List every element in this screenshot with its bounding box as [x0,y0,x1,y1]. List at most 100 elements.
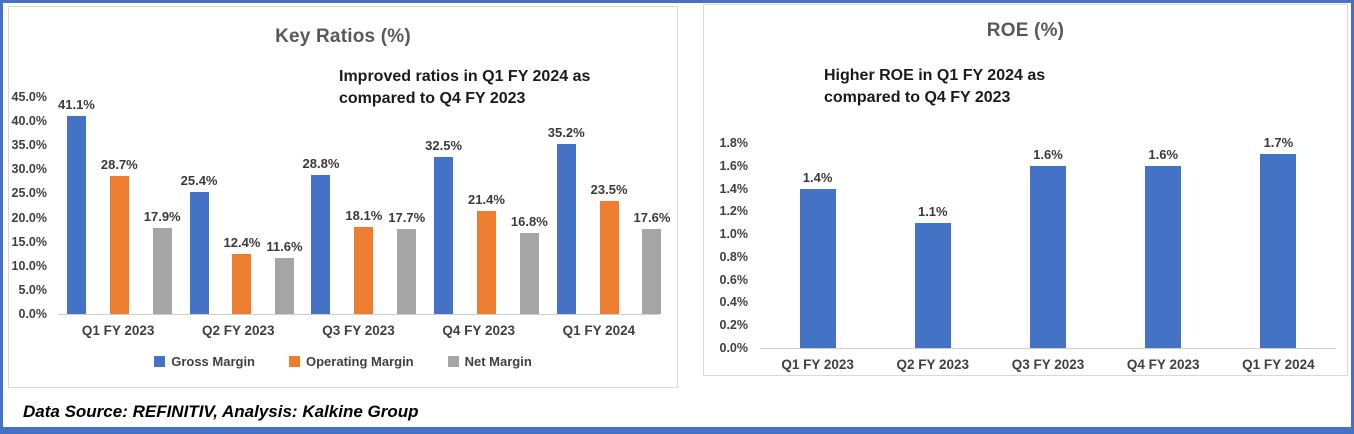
bar-group: 1.7% [1221,135,1336,348]
data-label: 17.9% [143,208,181,224]
category-label: Q4 FY 2023 [442,323,515,338]
bar-with-label: 18.1% [345,208,382,314]
bar-group: 28.8% 18.1% 17.7% [302,156,425,314]
bar-operating-margin [476,210,496,314]
category-label: Q1 FY 2024 [1242,357,1315,372]
data-label: 23.5% [590,181,628,197]
legend-item: Gross Margin [154,354,255,369]
category-label: Q2 FY 2023 [896,357,970,372]
y-tick-label: 1.0% [719,227,749,242]
bar-net-margin [152,227,172,314]
x-axis-labels: Q1 FY 2023 Q2 FY 2023 Q3 FY 2023 Q4 FY 2023… [760,357,1336,372]
bar-gross-margin [556,144,576,314]
bar-with-label: 35.2% [548,125,585,314]
legend-label: Gross Margin [171,354,255,369]
bar-roe [799,188,836,348]
bar-with-label: 1.7% [1260,135,1297,348]
bar-with-label: 1.6% [1145,146,1182,348]
y-axis: 0.0% 0.2% 0.4% 0.6% 0.8% 1.0% 1.2% 1.4% 1.6% 1.8% [714,136,752,355]
data-label: 35.2% [547,125,585,141]
plot-area: 1.4% 1.1% 1.6% 1.6% 1.7% [760,135,1336,349]
bar-gross-margin [66,115,86,314]
bar-group: 1.1% [875,204,990,348]
legend-item: Operating Margin [289,354,414,369]
annotation-line: compared to Q4 FY 2023 [824,89,1011,106]
y-tick-label: 0.8% [719,249,749,264]
bar-operating-margin [232,254,252,314]
bar-roe [1145,165,1182,348]
category-label: Q4 FY 2023 [1126,357,1200,372]
category-label: Q3 FY 2023 [1011,357,1085,372]
bar-gross-margin [189,191,209,314]
bar-group: 41.1% 28.7% 17.9% [58,97,181,314]
data-label: 1.4% [802,169,833,185]
y-tick-label: 25.0% [11,186,47,201]
data-label: 41.1% [58,96,95,112]
chart-title: Key Ratios (%) [275,26,411,47]
y-tick-label: 5.0% [18,282,48,297]
bar-roe [1260,154,1297,348]
chart-title: ROE (%) [986,20,1065,41]
y-tick-label: 15.0% [11,234,47,249]
bar-roe [1030,165,1066,348]
bar-net-margin [642,229,662,314]
data-label: 17.6% [633,210,671,226]
bar-gross-margin [434,157,454,314]
roe-chart: ROE (%) Higher ROE in Q1 FY 2024 as comp… [703,4,1348,376]
data-label: 1.6% [1148,146,1179,162]
data-label: 32.5% [425,138,463,154]
bar-with-label: 17.6% [633,210,671,314]
y-tick-label: 0.2% [719,318,749,333]
y-tick-label: 0.0% [719,341,749,355]
data-label: 1.6% [1033,146,1063,162]
bar-with-label: 21.4% [468,192,505,314]
data-source-note: Data Source: REFINITIV, Analysis: Kalkin… [23,402,419,421]
data-label: 28.8% [302,156,340,172]
y-tick-label: 40.0% [11,114,47,129]
bar-group: 1.6% [1106,147,1221,348]
data-label: 12.4% [223,235,261,251]
legend: Gross Margin Operating Margin Net Margin [9,354,677,369]
category-label: Q1 FY 2023 [781,357,854,372]
x-axis-labels: Q1 FY 2023 Q2 FY 2023 Q3 FY 2023 Q4 FY 2023… [58,323,659,338]
y-tick-label: 45.0% [11,90,47,104]
y-tick-label: 0.4% [719,295,749,310]
bar-with-label: 28.7% [101,157,138,314]
y-tick-label: 1.2% [719,204,749,219]
bar-group: 1.4% [760,170,875,348]
bar-group: 25.4% 12.4% 11.6% [181,173,303,314]
legend-swatch-icon [289,356,300,367]
y-tick-label: 1.4% [719,181,749,196]
bar-gross-margin [311,175,331,314]
chart-annotation: Improved ratios in Q1 FY 2024 as compare… [339,66,590,110]
bar-with-label: 16.8% [511,214,548,314]
legend-label: Operating Margin [306,354,414,369]
data-label: 21.4% [468,191,505,207]
data-label: 18.1% [345,207,383,223]
y-tick-label: 1.8% [719,136,749,150]
category-label: Q1 FY 2023 [81,323,155,338]
key-ratios-chart: Key Ratios (%) Improved ratios in Q1 FY … [8,6,678,388]
legend-swatch-icon [447,356,459,367]
y-axis: 0.0% 5.0% 10.0% 15.0% 20.0% 25.0% 30.0% 35.0% 40… [9,90,51,321]
y-tick-label: 1.6% [719,158,749,173]
bar-net-margin [397,228,417,314]
data-label: 16.8% [510,214,548,229]
bar-with-label: 23.5% [591,182,628,314]
bar-with-label: 17.9% [144,209,181,314]
bar-roe [914,222,951,348]
bar-operating-margin [109,175,129,314]
plot-area: 41.1% 28.7% 17.9% 25.4% 12.4% 11.6% 28.8% 18.1%… [58,97,670,315]
bar-with-label: 25.4% [181,173,218,314]
bar-group: 35.2% 23.5% 17.6% [548,125,671,314]
bar-net-margin [274,258,294,314]
legend-swatch-icon [154,356,166,367]
data-label: 25.4% [180,172,218,188]
bar-group: 32.5% 21.4% 16.8% [425,138,548,314]
annotation-line: compared to Q4 FY 2023 [339,90,526,107]
chart-annotation: Higher ROE in Q1 FY 2024 as compared to … [824,65,1045,109]
annotation-line: Improved ratios in Q1 FY 2024 as [339,68,591,85]
bar-group: 1.6% [990,147,1105,348]
bar-net-margin [519,233,539,314]
